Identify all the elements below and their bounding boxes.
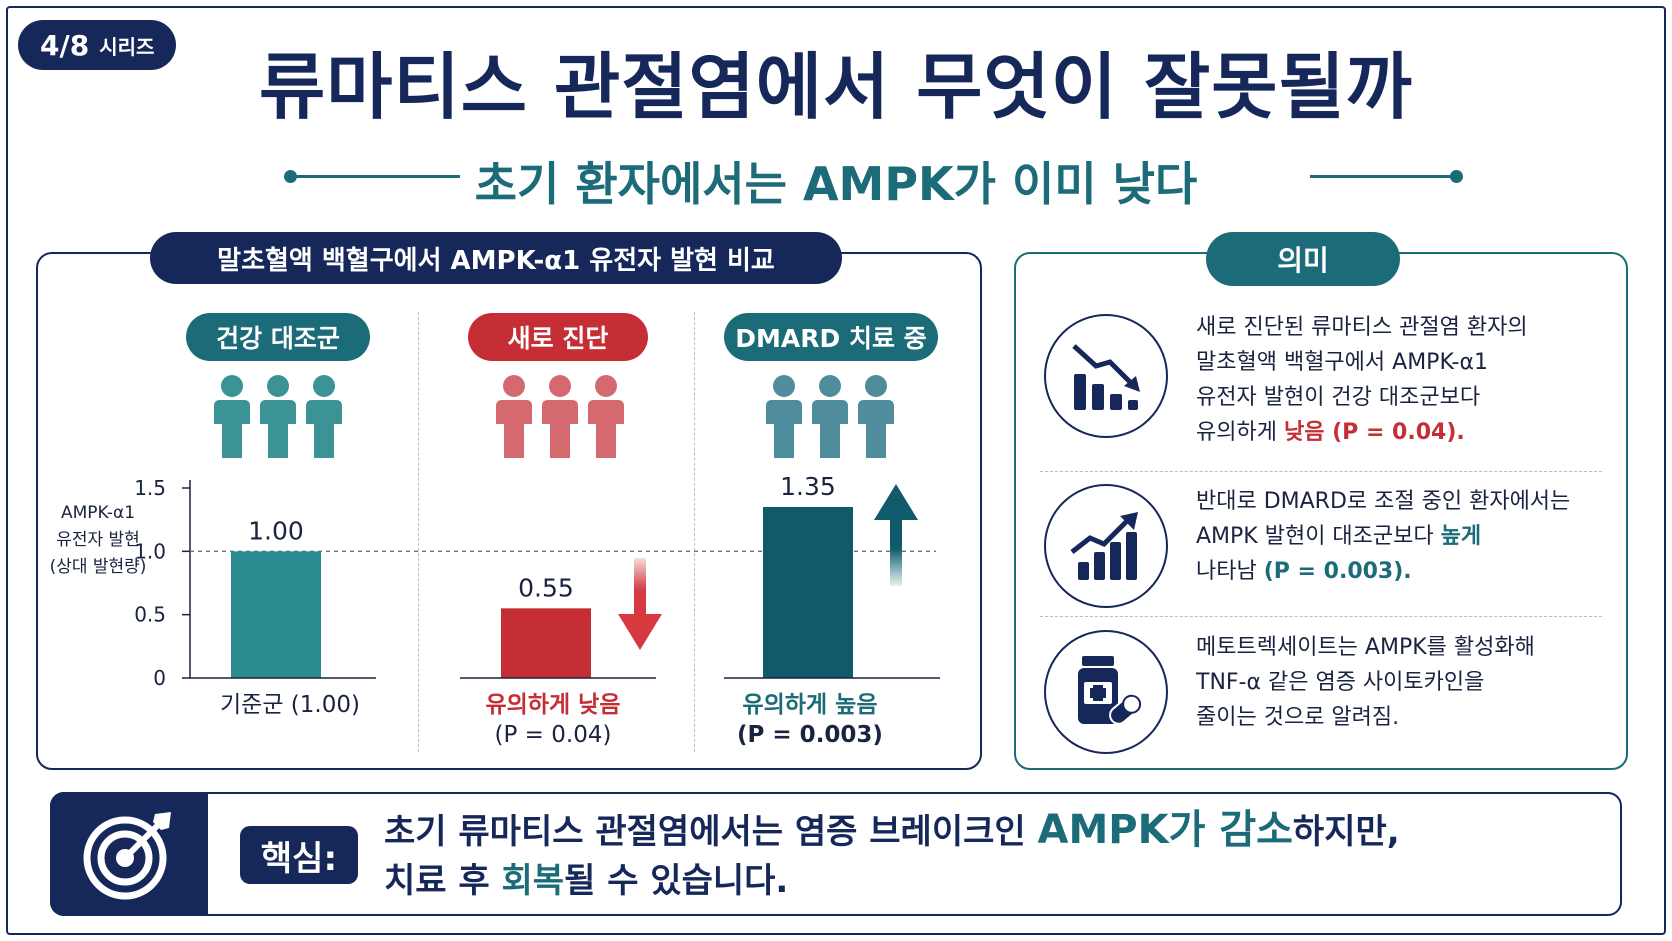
category-caption-healthy: 기준군 (1.00) (190, 690, 390, 720)
meaning-highlight: 높게 (1440, 524, 1482, 549)
category-caption-new-diagnosis: 유의하게 낮음 (P = 0.04) (448, 690, 658, 750)
meaning-line-prefix: AMPK 발현이 대조군보다 (1196, 524, 1441, 549)
medicine-bottle-icon (1044, 630, 1168, 754)
key-text: 초기 류마티스 관절염에서는 염증 브레이크인 AMPK가 감소하지만, 치료 … (384, 806, 1594, 906)
y-tick-label: 1.0 (134, 539, 166, 563)
meaning-line: 유의하게 낮음 (P = 0.04). (1196, 415, 1616, 450)
up-arrow-icon (874, 484, 918, 586)
down-arrow-icon (618, 558, 662, 650)
chart-growth-icon (1044, 484, 1168, 608)
y-tick-label: 0 (153, 666, 166, 690)
subtitle-line-left (290, 175, 460, 178)
meaning-line: 나타남 (P = 0.003). (1196, 554, 1616, 589)
key-highlight: 회복 (501, 861, 565, 901)
key-highlight: AMPK가 감소 (1037, 807, 1293, 853)
subtitle-dot-right (1450, 170, 1463, 183)
meaning-text: 메토트렉세이트는 AMPK를 활성화해 TNF-α 같은 염증 사이토카인을 줄… (1196, 630, 1616, 735)
people-icon-dmard (766, 375, 894, 458)
y-tick-label: 1.5 (134, 476, 166, 500)
key-text-part: 치료 후 (384, 861, 502, 901)
people-icon-new-diagnosis (496, 375, 624, 458)
caption-line: 기준군 (1.00) (220, 692, 360, 718)
bar-healthy (231, 551, 321, 678)
meaning-line: 말초혈액 백혈구에서 AMPK-α1 (1196, 350, 1488, 375)
meaning-line-prefix: 나타남 (1196, 559, 1264, 584)
group-pill-dmard: DMARD 치료 중 (724, 313, 938, 361)
meaning-text: 새로 진단된 류마티스 관절염 환자의 말초혈액 백혈구에서 AMPK-α1 유… (1196, 310, 1616, 450)
meaning-highlight: (P = 0.003) (1263, 559, 1404, 584)
meaning-item: 반대로 DMARD로 조절 중인 환자에서는 AMPK 발현이 대조군보다 높게… (1040, 484, 1610, 618)
key-text-part: 될 수 있습니다. (564, 861, 789, 901)
series-label: 시리즈 (99, 34, 155, 59)
meaning-line-suffix: . (1456, 420, 1465, 445)
bar-value-label: 0.55 (518, 573, 574, 602)
meaning-line: AMPK 발현이 대조군보다 높게 (1196, 519, 1616, 554)
bar-chart: 0 0.5 1.0 1.5 1.00 0.55 1.35 (134, 472, 940, 690)
group-divider (694, 312, 695, 752)
comparison-panel-title: 말초혈액 백혈구에서 AMPK-α1 유전자 발현 비교 (150, 232, 842, 284)
subtitle-row: 초기 환자에서는 AMPK가 이미 낮다 (0, 148, 1672, 211)
y-tick-label: 0.5 (134, 603, 166, 627)
group-pill-new-diagnosis: 새로 진단 (468, 313, 648, 361)
meaning-line: 반대로 DMARD로 조절 중인 환자에서는 (1196, 489, 1571, 514)
meaning-line-suffix: . (1403, 559, 1412, 584)
y-axis-title-line: 유전자 발현 (56, 530, 140, 550)
people-icon-healthy (214, 375, 342, 458)
caption-line: 유의하게 높음 (742, 692, 878, 718)
bar-value-label: 1.00 (248, 516, 304, 545)
key-text-part: 하지만, (1292, 812, 1400, 852)
meaning-divider (1040, 616, 1602, 617)
group-divider (418, 312, 419, 752)
bar-dmard (763, 507, 853, 678)
chart-decline-icon (1044, 314, 1168, 438)
bar-value-label: 1.35 (780, 472, 836, 501)
meaning-item: 메토트렉세이트는 AMPK를 활성화해 TNF-α 같은 염증 사이토카인을 줄… (1040, 630, 1610, 764)
y-axis-title-line: AMPK-α1 (60, 503, 136, 523)
meaning-text: 반대로 DMARD로 조절 중인 환자에서는 AMPK 발현이 대조군보다 높게… (1196, 484, 1616, 589)
meaning-line: 새로 진단된 류마티스 관절염 환자의 (1196, 315, 1528, 340)
key-line-1: 초기 류마티스 관절염에서는 염증 브레이크인 AMPK가 감소하지만, (384, 806, 1594, 857)
meaning-divider (1040, 471, 1602, 472)
meaning-line: 줄이는 것으로 알려짐. (1196, 705, 1400, 730)
page-title: 류마티스 관절염에서 무엇이 잘못될까 (258, 45, 1414, 129)
target-icon (83, 812, 171, 900)
y-axis-title-line: (상대 발현량) (49, 557, 147, 577)
y-axis-title: AMPK-α1 유전자 발현 (상대 발현량) (42, 500, 154, 581)
group-pill-healthy: 건강 대조군 (186, 313, 370, 361)
meaning-panel-title: 의미 (1206, 232, 1400, 286)
meaning-line: TNF-α 같은 염증 사이토카인을 (1196, 670, 1485, 695)
caption-line: 유의하게 낮음 (485, 692, 621, 718)
series-badge: 4/8 시리즈 (18, 20, 177, 70)
page-subtitle: 초기 환자에서는 AMPK가 이미 낮다 (474, 157, 1198, 211)
meaning-line: 유전자 발현이 건강 대조군보다 (1196, 385, 1481, 410)
category-caption-dmard: 유의하게 높음 (P = 0.003) (710, 690, 910, 750)
caption-p-value: (P = 0.04) (494, 722, 612, 748)
key-line-2: 치료 후 회복될 수 있습니다. (384, 857, 1594, 906)
series-number: 4/8 (40, 28, 90, 62)
meaning-highlight: 낮음 (P = 0.04) (1283, 420, 1457, 445)
page-frame (6, 6, 1666, 935)
key-icon-box (50, 792, 208, 916)
caption-p-value: (P = 0.003) (737, 722, 883, 748)
subtitle-dot-left (284, 170, 297, 183)
subtitle-line-right (1310, 175, 1460, 178)
meaning-line-prefix: 유의하게 (1196, 420, 1284, 445)
key-text-part: 초기 류마티스 관절염에서는 염증 브레이크인 (384, 812, 1038, 852)
bar-new-diagnosis (501, 608, 591, 678)
key-label: 핵심: (240, 826, 358, 884)
meaning-item: 새로 진단된 류마티스 관절염 환자의 말초혈액 백혈구에서 AMPK-α1 유… (1040, 310, 1610, 445)
meaning-line: 메토트렉세이트는 AMPK를 활성화해 (1196, 635, 1535, 660)
